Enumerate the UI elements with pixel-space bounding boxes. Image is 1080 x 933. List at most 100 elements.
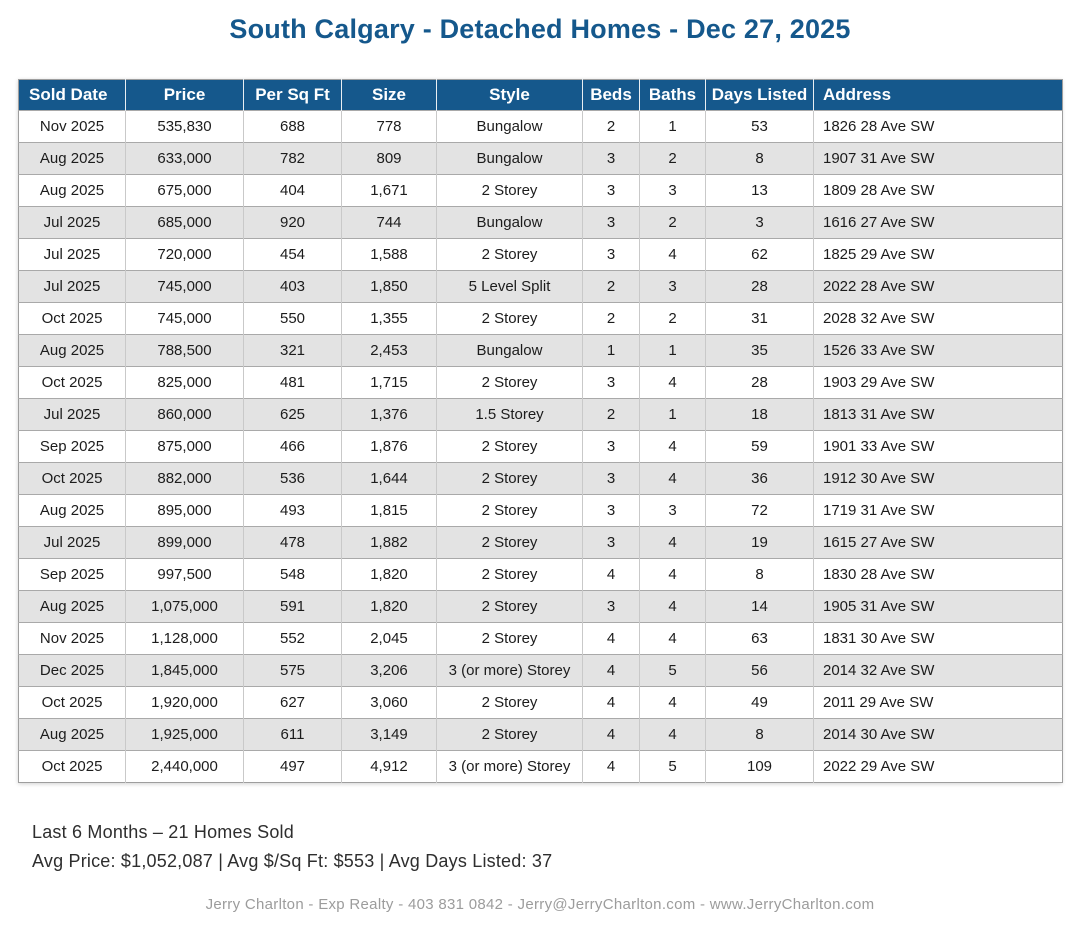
cell-beds: 2 bbox=[582, 398, 640, 431]
cell-price: 535,830 bbox=[125, 110, 244, 143]
cell-days_listed: 28 bbox=[705, 366, 814, 399]
cell-days_listed: 49 bbox=[705, 686, 814, 719]
cell-days_listed: 63 bbox=[705, 622, 814, 655]
cell-style: 2 Storey bbox=[436, 590, 583, 623]
cell-style: 3 (or more) Storey bbox=[436, 654, 583, 687]
cell-days_listed: 8 bbox=[705, 558, 814, 591]
cell-address: 2022 28 Ave SW bbox=[813, 270, 1063, 303]
cell-sold_date: Jul 2025 bbox=[18, 206, 126, 239]
cell-per_sq_ft: 550 bbox=[243, 302, 342, 335]
column-header-price: Price bbox=[125, 79, 244, 111]
cell-days_listed: 72 bbox=[705, 494, 814, 527]
cell-baths: 2 bbox=[639, 206, 706, 239]
table-row: Jul 2025 899,000 478 1,882 2 Storey 3 4 19 1615 … bbox=[18, 526, 1063, 559]
cell-address: 1830 28 Ave SW bbox=[813, 558, 1063, 591]
cell-days_listed: 53 bbox=[705, 110, 814, 143]
cell-baths: 1 bbox=[639, 334, 706, 367]
cell-beds: 3 bbox=[582, 462, 640, 495]
cell-sold_date: Jul 2025 bbox=[18, 238, 126, 271]
cell-style: 2 Storey bbox=[436, 430, 583, 463]
cell-beds: 3 bbox=[582, 494, 640, 527]
cell-days_listed: 28 bbox=[705, 270, 814, 303]
cell-beds: 4 bbox=[582, 558, 640, 591]
cell-style: 2 Storey bbox=[436, 686, 583, 719]
cell-size: 1,355 bbox=[341, 302, 437, 335]
cell-days_listed: 14 bbox=[705, 590, 814, 623]
cell-sold_date: Nov 2025 bbox=[18, 110, 126, 143]
cell-price: 1,128,000 bbox=[125, 622, 244, 655]
cell-sold_date: Oct 2025 bbox=[18, 302, 126, 335]
cell-address: 1826 28 Ave SW bbox=[813, 110, 1063, 143]
cell-per_sq_ft: 611 bbox=[243, 718, 342, 751]
cell-style: 2 Storey bbox=[436, 494, 583, 527]
cell-per_sq_ft: 481 bbox=[243, 366, 342, 399]
cell-size: 3,149 bbox=[341, 718, 437, 751]
table-row: Sep 2025 875,000 466 1,876 2 Storey 3 4 59 1901 … bbox=[18, 430, 1063, 463]
cell-beds: 3 bbox=[582, 430, 640, 463]
cell-price: 2,440,000 bbox=[125, 750, 244, 783]
cell-style: Bungalow bbox=[436, 110, 583, 143]
cell-per_sq_ft: 454 bbox=[243, 238, 342, 271]
cell-address: 1809 28 Ave SW bbox=[813, 174, 1063, 207]
cell-per_sq_ft: 625 bbox=[243, 398, 342, 431]
cell-sold_date: Aug 2025 bbox=[18, 142, 126, 175]
cell-size: 778 bbox=[341, 110, 437, 143]
cell-per_sq_ft: 493 bbox=[243, 494, 342, 527]
table-row: Oct 2025 745,000 550 1,355 2 Storey 2 2 31 2028 … bbox=[18, 302, 1063, 335]
table-row: Aug 2025 1,925,000 611 3,149 2 Storey 4 4 8 2014… bbox=[18, 718, 1063, 751]
cell-beds: 3 bbox=[582, 590, 640, 623]
table-row: Aug 2025 675,000 404 1,671 2 Storey 3 3 13 1809 … bbox=[18, 174, 1063, 207]
cell-per_sq_ft: 548 bbox=[243, 558, 342, 591]
cell-size: 1,820 bbox=[341, 590, 437, 623]
cell-beds: 2 bbox=[582, 302, 640, 335]
summary-block: Last 6 Months – 21 Homes Sold Avg Price:… bbox=[32, 818, 552, 876]
cell-per_sq_ft: 552 bbox=[243, 622, 342, 655]
cell-baths: 4 bbox=[639, 430, 706, 463]
cell-size: 1,882 bbox=[341, 526, 437, 559]
cell-sold_date: Nov 2025 bbox=[18, 622, 126, 655]
cell-days_listed: 59 bbox=[705, 430, 814, 463]
cell-style: 1.5 Storey bbox=[436, 398, 583, 431]
cell-size: 2,045 bbox=[341, 622, 437, 655]
cell-address: 1526 33 Ave SW bbox=[813, 334, 1063, 367]
cell-price: 860,000 bbox=[125, 398, 244, 431]
cell-style: Bungalow bbox=[436, 206, 583, 239]
cell-price: 675,000 bbox=[125, 174, 244, 207]
cell-style: 2 Storey bbox=[436, 366, 583, 399]
homes-table-container: Sold Date Price Per Sq Ft Size Style Beds Bath… bbox=[18, 79, 1063, 783]
cell-price: 895,000 bbox=[125, 494, 244, 527]
cell-beds: 2 bbox=[582, 110, 640, 143]
cell-per_sq_ft: 466 bbox=[243, 430, 342, 463]
cell-sold_date: Jul 2025 bbox=[18, 270, 126, 303]
table-row: Aug 2025 1,075,000 591 1,820 2 Storey 3 4 14 190… bbox=[18, 590, 1063, 623]
cell-per_sq_ft: 536 bbox=[243, 462, 342, 495]
cell-per_sq_ft: 920 bbox=[243, 206, 342, 239]
cell-sold_date: Oct 2025 bbox=[18, 462, 126, 495]
cell-style: 2 Storey bbox=[436, 174, 583, 207]
column-header-address: Address bbox=[813, 79, 1063, 111]
cell-baths: 4 bbox=[639, 590, 706, 623]
cell-days_listed: 13 bbox=[705, 174, 814, 207]
cell-price: 1,075,000 bbox=[125, 590, 244, 623]
cell-address: 2014 30 Ave SW bbox=[813, 718, 1063, 751]
page-title: South Calgary - Detached Homes - Dec 27,… bbox=[229, 14, 851, 44]
column-header-days_listed: Days Listed bbox=[705, 79, 814, 111]
cell-beds: 1 bbox=[582, 334, 640, 367]
cell-beds: 2 bbox=[582, 270, 640, 303]
cell-size: 4,912 bbox=[341, 750, 437, 783]
cell-price: 685,000 bbox=[125, 206, 244, 239]
table-row: Aug 2025 788,500 321 2,453 Bungalow 1 1 35 1526 … bbox=[18, 334, 1063, 367]
cell-baths: 3 bbox=[639, 494, 706, 527]
table-row: Oct 2025 2,440,000 497 4,912 3 (or more) Sto… bbox=[18, 750, 1063, 783]
cell-days_listed: 8 bbox=[705, 718, 814, 751]
cell-sold_date: Sep 2025 bbox=[18, 558, 126, 591]
cell-address: 1813 31 Ave SW bbox=[813, 398, 1063, 431]
cell-price: 1,845,000 bbox=[125, 654, 244, 687]
cell-style: 2 Storey bbox=[436, 526, 583, 559]
cell-days_listed: 35 bbox=[705, 334, 814, 367]
cell-address: 1615 27 Ave SW bbox=[813, 526, 1063, 559]
cell-address: 1831 30 Ave SW bbox=[813, 622, 1063, 655]
table-head: Sold Date Price Per Sq Ft Size Style Beds Bath… bbox=[18, 79, 1063, 111]
summary-homes-sold: Last 6 Months – 21 Homes Sold bbox=[32, 822, 294, 842]
cell-address: 1616 27 Ave SW bbox=[813, 206, 1063, 239]
